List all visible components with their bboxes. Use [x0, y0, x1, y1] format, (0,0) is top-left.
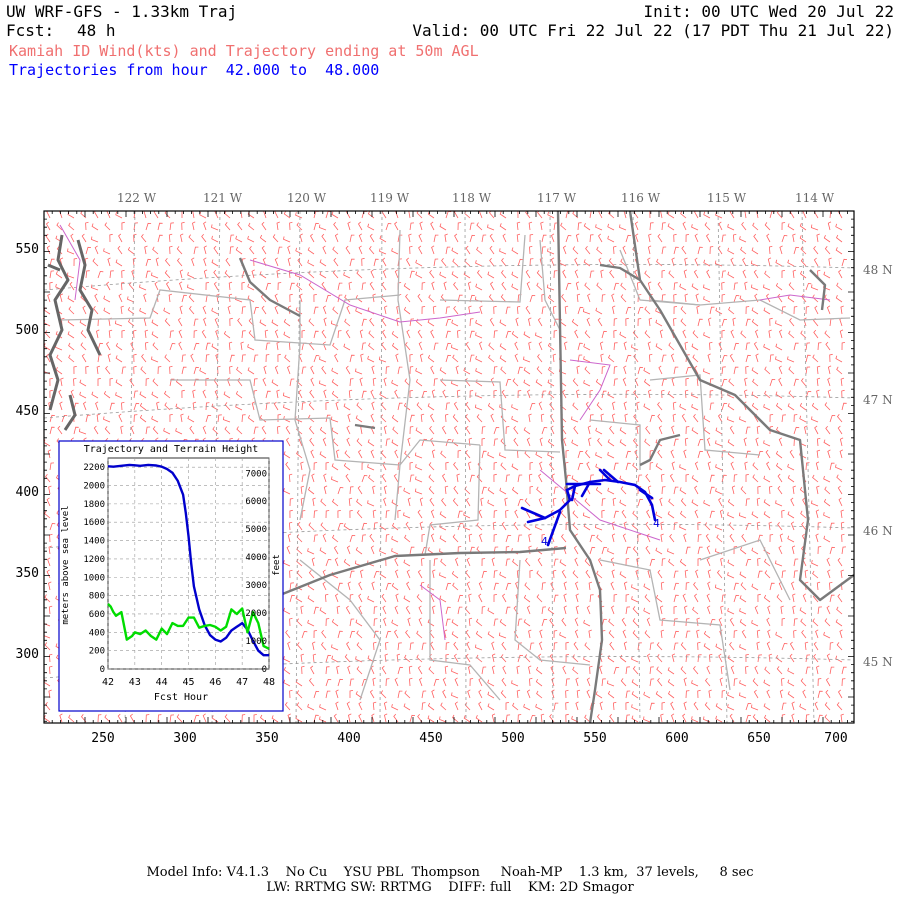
- x-tick-label: 550: [583, 731, 606, 746]
- inset-chart: Trajectory and Terrain Height 0 200 400 600…: [58, 440, 284, 712]
- trajectory-start-label: 4: [541, 535, 548, 548]
- y-tick-label: 450: [16, 404, 39, 419]
- inset-y2-tick-label: 5000: [245, 525, 267, 535]
- forecast-label: Fcst:: [6, 21, 55, 40]
- x-tick-label: 500: [501, 731, 524, 746]
- inset-frame: [58, 440, 284, 712]
- x-tick-label: 400: [337, 731, 360, 746]
- init-time: Init: 00 UTC Wed 20 Jul 22: [643, 2, 894, 21]
- trajectory-path: [520, 468, 657, 547]
- inset-y-tick-label: 0: [100, 665, 105, 675]
- x-tick-label: 350: [255, 731, 278, 746]
- inset-series: [107, 463, 270, 657]
- inset-x-tick-label: 44: [156, 677, 168, 688]
- frame-tick-marks: [43, 210, 854, 723]
- y-tick-label: 300: [16, 647, 39, 662]
- inset-y-tick-label: 600: [89, 610, 105, 620]
- x-tick-label: 700: [824, 731, 847, 746]
- inset-title: Trajectory and Terrain Height: [84, 444, 259, 455]
- inset-y2-tick-label: 0: [262, 665, 267, 675]
- inset-y2-tick-label: 2000: [245, 609, 267, 619]
- latitude-labels: 48 N 47 N 46 N 45 N: [863, 263, 893, 669]
- lat-label: 46 N: [863, 524, 893, 538]
- inset-y-tick-label: 1000: [83, 573, 105, 583]
- coastline: [47, 234, 102, 431]
- inset-y-tick-label: 1200: [83, 555, 105, 565]
- model-info-line-1: Model Info: V4.1.3 No Cu YSU PBL Thompso…: [146, 865, 754, 880]
- inset-x-tick-label: 47: [236, 677, 248, 688]
- lon-label: 117 W: [537, 191, 577, 205]
- inset-x-tick-label: 45: [182, 677, 194, 688]
- valid-time: Valid: 00 UTC Fri 22 Jul 22 (17 PDT Thu …: [412, 21, 894, 40]
- inset-y2-ticks: 0 1000 2000 3000 4000 5000 6000 7000: [245, 469, 267, 675]
- y-tick-label: 550: [16, 242, 39, 257]
- model-info-line-2: LW: RRTMG SW: RRTMG DIFF: full KM: 2D Sm…: [266, 880, 634, 895]
- inset-y-tick-label: 200: [89, 647, 105, 657]
- rivers: [59, 224, 831, 641]
- inset-y-tick-label: 1600: [83, 518, 105, 528]
- inset-y-tick-label: 400: [89, 628, 105, 638]
- inset-x-tick-label: 46: [209, 677, 221, 688]
- state-boundaries: [238, 211, 854, 723]
- x-tick-label: 300: [173, 731, 196, 746]
- forecast-hour: 48 h: [77, 21, 116, 40]
- lat-label: 45 N: [863, 655, 893, 669]
- inset-y-tick-label: 1400: [83, 537, 105, 547]
- inset-x-ticks: 42 43 44 45 46 47 48: [102, 677, 275, 688]
- inset-y-tick-label: 2200: [83, 463, 105, 473]
- inset-y2-tick-label: 4000: [245, 553, 267, 563]
- wind-subtitle: Kamiah ID Wind(kts) and Trajectory endin…: [9, 42, 479, 60]
- lat-label: 47 N: [863, 393, 893, 407]
- trajectory-end-label: 4: [653, 517, 660, 530]
- inset-y-tick-label: 2000: [83, 482, 105, 492]
- inset-y-ticks: 0 200 400 600 800 1000 1200 1400 1600 1800 2000 220…: [83, 463, 105, 675]
- lon-label: 120 W: [287, 191, 327, 205]
- lon-label: 114 W: [795, 191, 835, 205]
- x-tick-label: 650: [747, 731, 770, 746]
- inset-x-tick-label: 48: [263, 677, 275, 688]
- frame-ticks: [43, 210, 854, 723]
- inset-left-axis-label: meters above sea level: [61, 505, 71, 624]
- lon-label: 115 W: [707, 191, 747, 205]
- lat-label: 48 N: [863, 263, 893, 277]
- trajectory-height-line: [107, 463, 269, 657]
- longitude-labels: 122 W 121 W 120 W 119 W 118 W 117 W 116 …: [117, 191, 835, 205]
- y-tick-label: 400: [16, 485, 39, 500]
- lon-label: 119 W: [370, 191, 410, 205]
- lon-label: 121 W: [203, 191, 243, 205]
- terrain-height-line: [107, 603, 270, 650]
- trajectory-hours: Trajectories from hour 42.000 to 48.000: [9, 61, 380, 79]
- x-tick-label: 450: [419, 731, 442, 746]
- inset-y2-tick-label: 1000: [245, 637, 267, 647]
- inset-y2-tick-label: 7000: [245, 469, 267, 479]
- inset-y-tick-label: 800: [89, 592, 105, 602]
- inset-grid: [107, 458, 270, 670]
- x-tick-label: 600: [665, 731, 688, 746]
- product-title: UW WRF-GFS - 1.33km Traj: [6, 2, 238, 21]
- lon-label: 116 W: [621, 191, 661, 205]
- y-tick-label: 350: [16, 566, 39, 581]
- x-tick-label: 250: [91, 731, 114, 746]
- inset-x-axis-label: Fcst Hour: [154, 692, 208, 703]
- inset-y2-tick-label: 3000: [245, 581, 267, 591]
- inset-y-tick-label: 1800: [83, 500, 105, 510]
- inset-x-tick-label: 43: [129, 677, 141, 688]
- map-frame: [43, 210, 855, 724]
- grid-y-labels: 550 500 450 400 350 300: [16, 242, 39, 662]
- inset-y2-tick-label: 6000: [245, 497, 267, 507]
- y-tick-label: 500: [16, 323, 39, 338]
- inset-x-tick-label: 42: [102, 677, 114, 688]
- inset-right-axis-label: feet: [272, 554, 282, 576]
- lon-label: 118 W: [452, 191, 492, 205]
- lon-label: 122 W: [117, 191, 157, 205]
- grid-x-labels: 250 300 350 400 450 500 550 600 650 700: [91, 731, 847, 746]
